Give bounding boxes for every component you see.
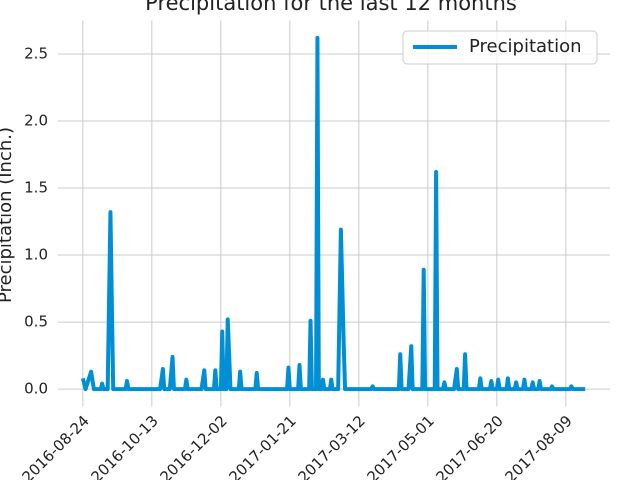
grid [58,20,610,407]
legend-box [402,30,598,65]
data-line [80,35,586,392]
x-tick-label: 2016-12-02 [156,412,230,480]
y-tick-label: 1.5 [24,179,48,197]
x-tick-label: 2017-08-09 [501,412,575,480]
y-tick-label: 2.0 [24,112,48,130]
y-tick-label: 0.5 [24,313,48,331]
x-tick-label: 2016-08-24 [18,412,92,480]
x-tick-label: 2017-03-12 [294,412,368,480]
x-tick-label: 2017-05-01 [363,412,437,480]
x-tick-label: 2017-01-21 [225,412,299,480]
x-tick-label: 2017-06-20 [432,412,506,480]
chart-title: Precipitation for the last 12 months [145,0,517,15]
x-tick-label: 2016-10-13 [87,412,161,480]
y-tick-label: 1.0 [24,246,48,264]
legend: Precipitation [402,30,598,65]
legend-label: Precipitation [469,36,582,57]
y-tick-label: 2.5 [24,45,48,63]
y-tick-label: 0.0 [24,380,48,398]
y-axis-label: Precipitation (Inch.) [0,127,16,303]
